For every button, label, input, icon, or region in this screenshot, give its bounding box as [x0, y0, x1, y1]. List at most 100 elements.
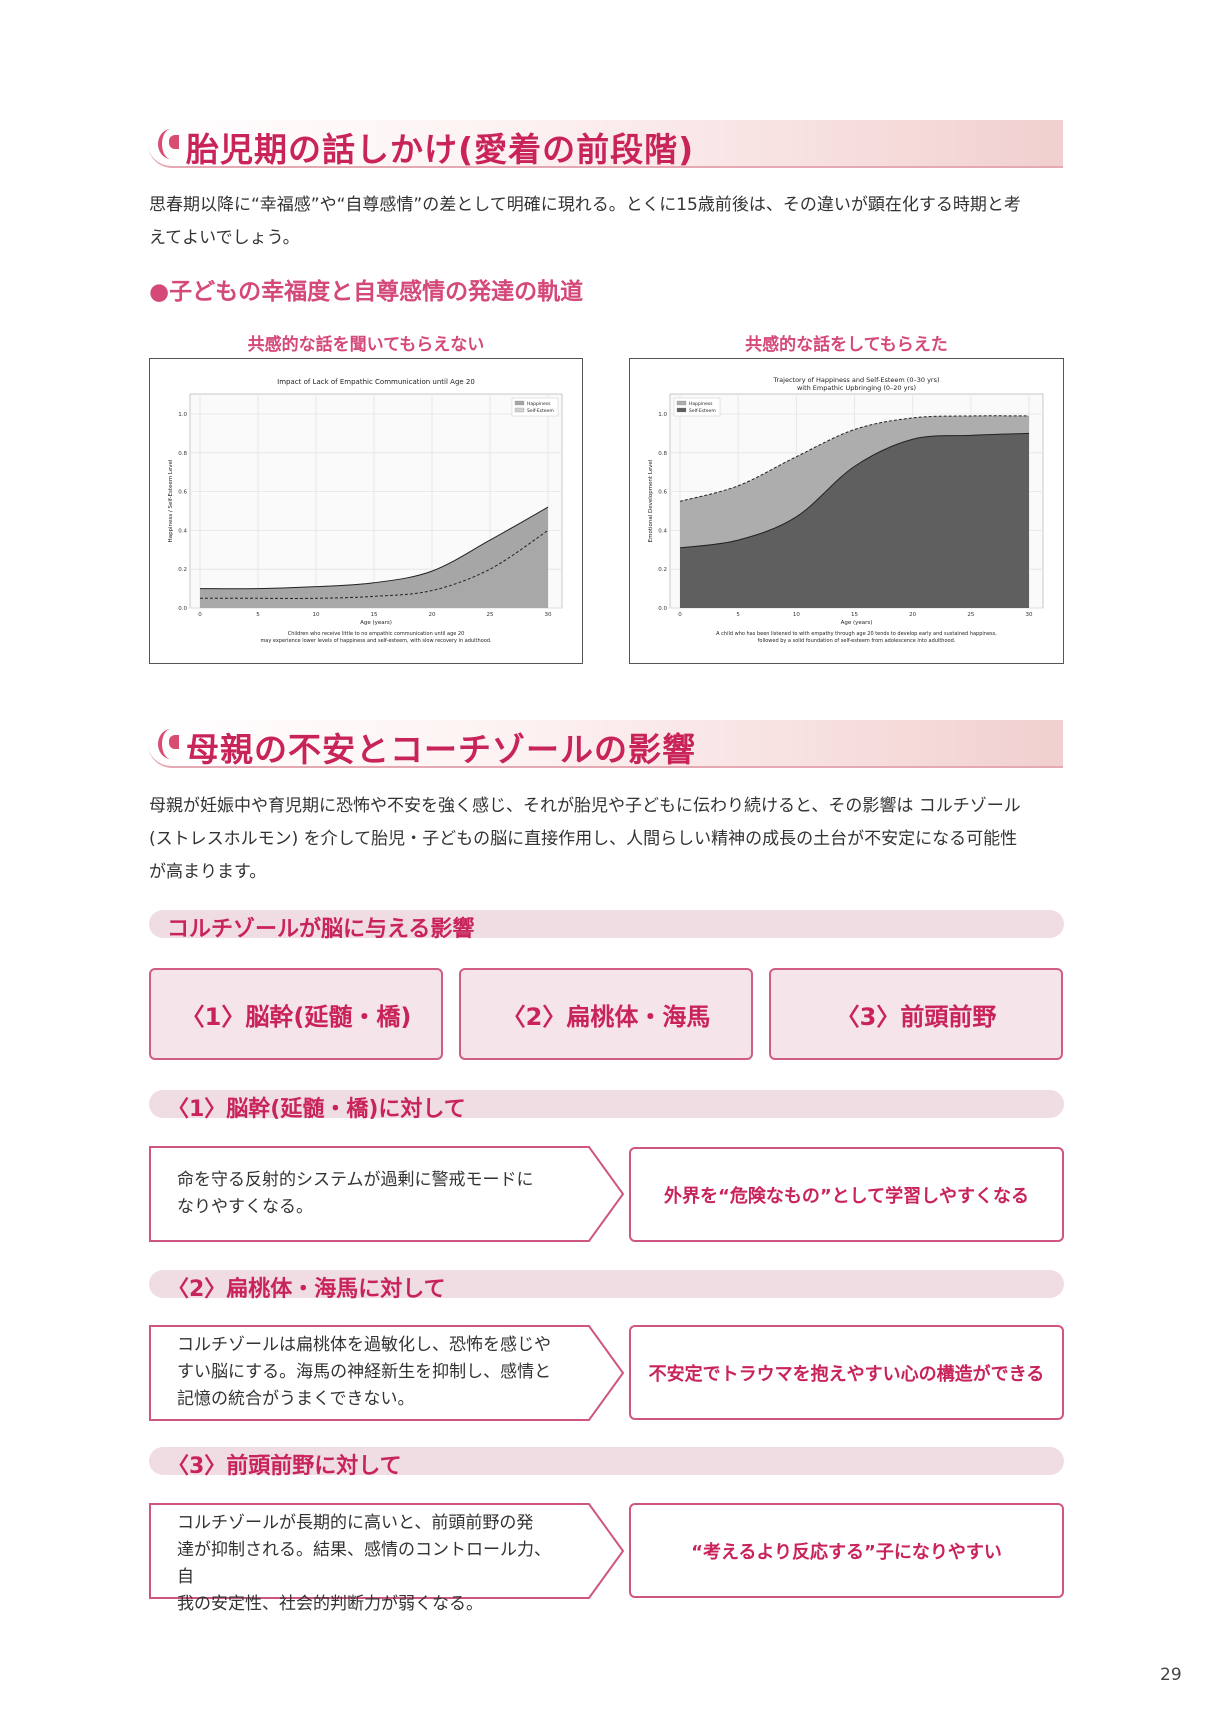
chart-left: 0 5 10 15 20 25 30 0.0 0.2 0.4 0.6 0.8 1.0 Impact of …: [149, 358, 583, 664]
description-line: 達が抑制される。結果、感情のコントロール力、自: [177, 1540, 551, 1587]
legend-label: Self-Esteem: [527, 408, 554, 414]
x-tick-label: 20: [429, 612, 436, 618]
x-tick-label: 15: [371, 612, 378, 618]
y-tick-label: 0.2: [178, 567, 187, 573]
y-tick-label: 0.8: [178, 451, 187, 457]
section-header-bar: [148, 720, 1063, 768]
description-line: なりやすくなる。: [177, 1197, 313, 1217]
x-tick-label: 10: [313, 612, 320, 618]
y-tick-label: 0.0: [658, 606, 667, 612]
brain-box-amygdala-hippocampus: 〈2〉扁桃体・海馬: [459, 968, 753, 1060]
page-number: 29: [1160, 1665, 1182, 1685]
effect-1-description-box: 命を守る反射的システムが過剰に警戒モードに なりやすくなる。: [149, 1146, 625, 1242]
effect-2-description-box: コルチゾールは扁桃体を過敏化し、恐怖を感じや すい脳にする。海馬の神経新生を抑制…: [149, 1325, 625, 1421]
series-line-happiness: [199, 506, 549, 590]
legend-label: Happiness: [527, 401, 551, 407]
effect-1-description: 命を守る反射的システムが過剰に警戒モードに なりやすくなる。: [177, 1167, 567, 1221]
x-tick-label: 25: [487, 612, 494, 618]
description-line: 命を守る反射的システムが過剰に警戒モードに: [177, 1170, 534, 1190]
chart-caption-right: 共感的な話をしてもらえた: [745, 335, 948, 355]
pill-heading-effect-3: 〈3〉前頭前野に対して: [149, 1447, 1064, 1479]
x-axis-label: Age (years): [841, 620, 873, 626]
paragraph-line: えてよいでしょう。: [149, 228, 300, 248]
y-tick-label: 0.4: [178, 528, 187, 534]
brain-box-prefrontal: 〈3〉前頭前野: [769, 968, 1063, 1060]
chart-title-line: Trajectory of Happiness and Self-Esteem …: [772, 376, 939, 384]
chart-title-line: with Empathic Upbringing (0–20 yrs): [797, 384, 916, 392]
pill-heading-text: 〈3〉前頭前野に対して: [167, 1454, 402, 1479]
intro-paragraph: 思春期以降に“幸福感”や“自尊感情”の差として明確に現れる。とくに15歳前後は、…: [149, 189, 1064, 255]
x-tick-label: 5: [736, 612, 740, 618]
chart-caption-line: may experience lower levels of happiness…: [260, 638, 492, 644]
section-title: 胎児期の話しかけ(愛着の前段階): [186, 130, 695, 169]
legend-swatch: [514, 407, 525, 413]
description-line: コルチゾールが長期的に高いと、前頭前野の発: [177, 1513, 534, 1533]
chart-title: Impact of Lack of Empathic Communication…: [277, 378, 475, 386]
series-area-happiness: [680, 415, 1029, 548]
effect-2-description: コルチゾールは扁桃体を過敏化し、恐怖を感じや すい脳にする。海馬の神経新生を抑制…: [177, 1332, 567, 1413]
paragraph-line: が高まります。: [149, 862, 267, 882]
legend-swatch: [676, 407, 687, 413]
pill-heading-text: 〈2〉扁桃体・海馬に対して: [167, 1277, 446, 1302]
legend-swatch: [514, 400, 525, 406]
series-area-happiness: [200, 507, 548, 599]
x-tick-label: 20: [909, 612, 916, 618]
effect-3-description-box: コルチゾールが長期的に高いと、前頭前野の発 達が抑制される。結果、感情のコントロ…: [149, 1503, 625, 1614]
header-bullet-icon: [158, 729, 184, 759]
chart-right-svg: 0 5 10 15 20 25 30 0.0 0.2 0.4 0.6 0.8 1.0 Trajectory…: [648, 376, 1044, 644]
section-header-bar: [148, 120, 1063, 168]
effect-2-result-box: 不安定でトラウマを抱えやすい心の構造ができる: [629, 1325, 1064, 1420]
description-line: 記憶の統合がうまくできない。: [177, 1389, 415, 1409]
section-title: 母親の不安とコーチゾールの影響: [186, 730, 696, 769]
pill-heading-text: 〈1〉脳幹(延髄・橋)に対して: [167, 1097, 466, 1122]
y-axis-label: Emotional Development Level: [648, 459, 654, 542]
paragraph-line: 母親が妊娠中や育児期に恐怖や不安を強く感じ、それが胎児や子どもに伝わり続けると、…: [149, 796, 1021, 816]
description-line: 我の安定性、社会的判断力が弱くなる。: [177, 1594, 483, 1614]
series-area-self-esteem: [680, 433, 1029, 608]
legend-swatch: [676, 400, 687, 406]
brain-box-brainstem: 〈1〉脳幹(延髄・橋): [149, 968, 443, 1060]
arrow-shape: [149, 1503, 625, 1599]
legend-label: Happiness: [689, 401, 713, 407]
y-tick-label: 0.6: [178, 490, 187, 496]
chart-right: 0 5 10 15 20 25 30 0.0 0.2 0.4 0.6 0.8 1.0 Trajectory…: [629, 358, 1064, 664]
chart-caption-line: A child who has been listened to with em…: [716, 631, 997, 637]
pill-heading-effect-1: 〈1〉脳幹(延髄・橋)に対して: [149, 1090, 1064, 1122]
effect-3-description: コルチゾールが長期的に高いと、前頭前野の発 達が抑制される。結果、感情のコントロ…: [177, 1510, 567, 1618]
x-tick-label: 5: [256, 612, 260, 618]
description-line: コルチゾールは扁桃体を過敏化し、恐怖を感じや: [177, 1335, 551, 1355]
y-tick-label: 0.8: [658, 451, 667, 457]
x-tick-label: 25: [967, 612, 974, 618]
y-tick-label: 1.0: [178, 412, 187, 418]
x-tick-label: 0: [198, 612, 202, 618]
x-tick-label: 10: [793, 612, 800, 618]
arrow-shape: [149, 1325, 625, 1421]
pill-heading-effect-2: 〈2〉扁桃体・海馬に対して: [149, 1270, 1064, 1302]
x-tick-label: 30: [545, 612, 552, 618]
x-tick-label: 30: [1026, 612, 1033, 618]
chart-caption-line: followed by a solid foundation of self-e…: [758, 638, 956, 644]
cortisol-paragraph: 母親が妊娠中や育児期に恐怖や不安を強く感じ、それが胎児や子どもに伝わり続けると、…: [149, 790, 1064, 889]
y-tick-label: 0.0: [178, 606, 187, 612]
series-line-happiness: [679, 415, 1030, 502]
y-axis-label: Happiness / Self-Esteem Level: [168, 459, 174, 542]
description-line: すい脳にする。海馬の神経新生を抑制し、感情と: [177, 1362, 552, 1382]
y-tick-label: 0.4: [658, 528, 667, 534]
chart-left-svg: 0 5 10 15 20 25 30 0.0 0.2 0.4 0.6 0.8 1.0 Impact of …: [168, 378, 563, 644]
chart-caption-left: 共感的な話を聞いてもらえない: [247, 335, 485, 355]
section-header-cortisol: 母親の不安とコーチゾールの影響: [148, 720, 1063, 769]
x-tick-label: 15: [851, 612, 858, 618]
paragraph-line: (ストレスホルモン) を介して胎児・子どもの脳に直接作用し、人間らしい精神の成長…: [149, 829, 1018, 849]
chart-subheading: ●子どもの幸福度と自尊感情の発達の軌道: [149, 279, 584, 305]
y-tick-label: 1.0: [658, 412, 667, 418]
series-area-self-esteem: [200, 530, 548, 608]
effect-3-result-box: “考えるより反応する”子になりやすい: [629, 1503, 1064, 1598]
x-axis-label: Age (years): [360, 620, 392, 626]
y-tick-label: 0.2: [658, 567, 667, 573]
arrow-shape: [149, 1146, 625, 1242]
series-line-self-esteem: [679, 432, 1030, 549]
pill-heading-cortisol-brain: コルチゾールが脳に与える影響: [149, 910, 1064, 942]
effect-1-result-box: 外界を“危険なもの”として学習しやすくなる: [629, 1147, 1064, 1242]
x-tick-label: 0: [678, 612, 682, 618]
paragraph-line: 思春期以降に“幸福感”や“自尊感情”の差として明確に現れる。とくに15歳前後は、…: [149, 195, 1021, 215]
